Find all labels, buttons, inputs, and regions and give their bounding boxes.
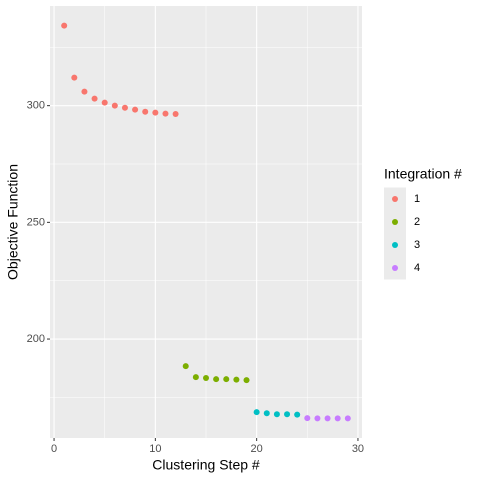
point bbox=[61, 22, 68, 29]
point bbox=[162, 110, 169, 117]
x-tick-label: 30 bbox=[352, 443, 364, 455]
point bbox=[223, 376, 230, 383]
legend-label: 4 bbox=[414, 262, 420, 274]
legend-marker bbox=[392, 265, 398, 271]
y-tick-label: 300 bbox=[27, 100, 45, 112]
legend-label: 3 bbox=[414, 239, 420, 251]
point bbox=[334, 415, 341, 422]
point bbox=[81, 88, 88, 95]
legend-marker bbox=[392, 196, 398, 202]
y-tick-label: 250 bbox=[27, 216, 45, 228]
point bbox=[111, 102, 118, 109]
point bbox=[233, 376, 240, 383]
point bbox=[294, 411, 301, 418]
legend-marker bbox=[392, 242, 398, 248]
y-tick-label: 200 bbox=[27, 333, 45, 345]
point bbox=[172, 111, 179, 118]
point bbox=[152, 109, 159, 116]
point bbox=[132, 106, 139, 113]
point bbox=[182, 363, 189, 370]
point bbox=[192, 374, 199, 381]
point bbox=[273, 411, 280, 418]
point bbox=[263, 410, 270, 417]
point bbox=[314, 415, 321, 422]
x-tick-label: 0 bbox=[51, 443, 57, 455]
point bbox=[71, 74, 78, 81]
legend-marker bbox=[392, 219, 398, 225]
x-tick-label: 20 bbox=[251, 443, 263, 455]
legend-title: Integration # bbox=[384, 166, 462, 182]
point bbox=[284, 411, 291, 418]
point bbox=[142, 108, 149, 115]
point bbox=[213, 376, 220, 383]
point bbox=[243, 377, 250, 384]
x-axis-label: Clustering Step # bbox=[152, 457, 260, 473]
point bbox=[91, 95, 98, 102]
x-tick-label: 10 bbox=[149, 443, 161, 455]
point bbox=[344, 415, 351, 422]
legend-label: 1 bbox=[414, 193, 420, 205]
point bbox=[101, 99, 108, 106]
y-axis-label: Objective Function bbox=[5, 164, 21, 280]
point bbox=[324, 415, 331, 422]
point bbox=[304, 415, 311, 422]
point bbox=[203, 375, 209, 382]
point bbox=[253, 409, 260, 416]
legend-label: 2 bbox=[414, 216, 420, 228]
point bbox=[121, 104, 128, 111]
